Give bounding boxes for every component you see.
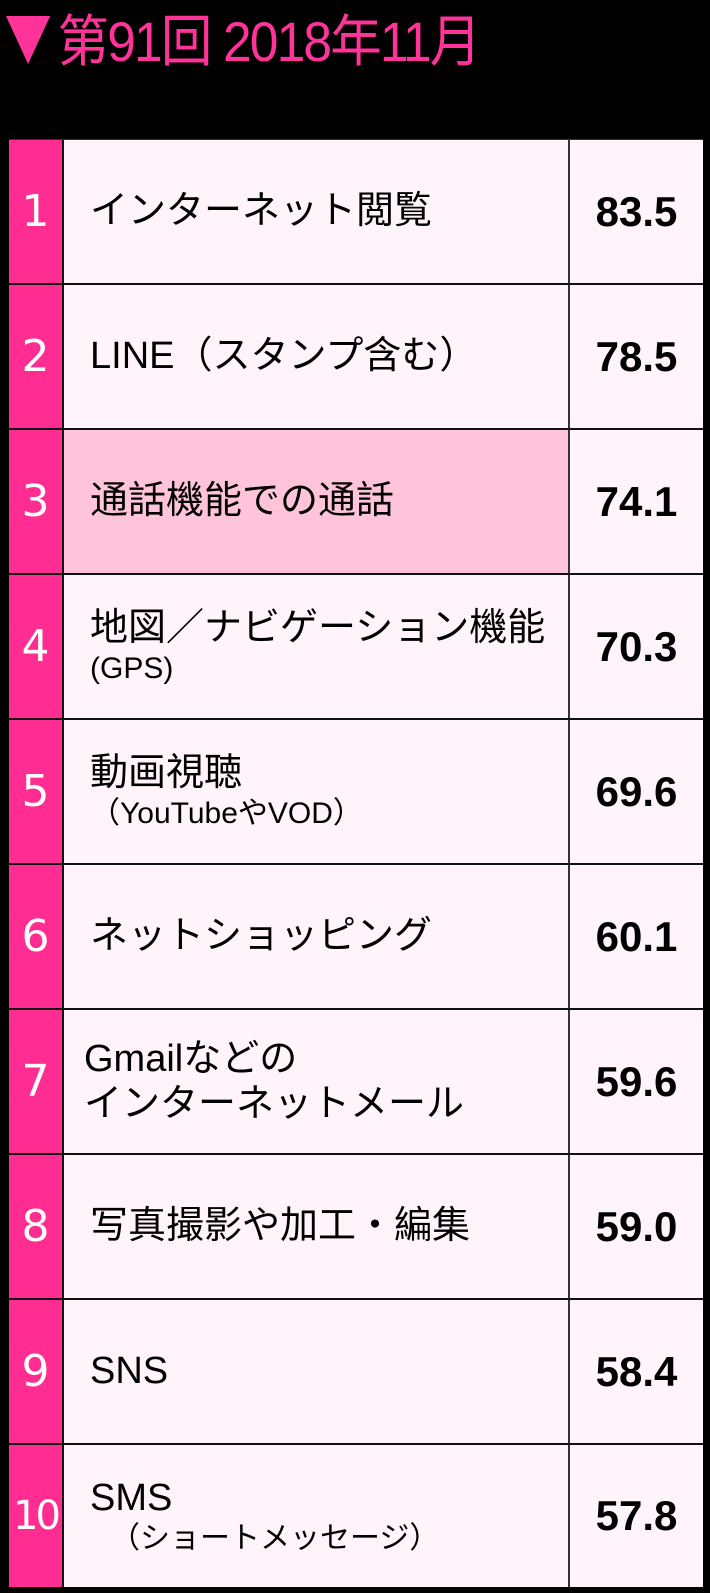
ranking-table: 1 インターネット閲覧 83.5 2 LINE（スタンプ含む） 78.5 3 通… xyxy=(9,139,703,1587)
table-row: 9 SNS 58.4 xyxy=(9,1300,703,1445)
label-cell: Gmailなどの インターネットメール xyxy=(64,1010,570,1153)
value-cell: 83.5 xyxy=(570,140,703,283)
label-text: インターネット閲覧 xyxy=(90,190,433,233)
table-row: 10 SMS （ショートメッセージ） 57.8 xyxy=(9,1445,703,1587)
label-cell: インターネット閲覧 xyxy=(64,140,570,283)
label-cell: ネットショッピング xyxy=(64,865,570,1008)
table-row: 3 通話機能での通話 74.1 xyxy=(9,430,703,575)
table-row: 2 LINE（スタンプ含む） 78.5 xyxy=(9,285,703,430)
value-cell: 60.1 xyxy=(570,865,703,1008)
table-row: 5 動画視聴 （YouTubeやVOD） 69.6 xyxy=(9,720,703,865)
page-title: 第91回 2018年11月 xyxy=(6,2,481,73)
value-cell: 59.0 xyxy=(570,1155,703,1298)
label-text: Gmailなどの xyxy=(84,1037,298,1080)
value-cell: 59.6 xyxy=(570,1010,703,1153)
label-text: SMS xyxy=(90,1476,173,1519)
label-text: 地図／ナビゲーション機能 xyxy=(90,607,546,650)
table-row: 7 Gmailなどの インターネットメール 59.6 xyxy=(9,1010,703,1155)
value-cell: 58.4 xyxy=(570,1300,703,1443)
label-subtext: （YouTubeやVOD） xyxy=(90,797,363,831)
label-text: SNS xyxy=(90,1350,169,1393)
value-cell: 74.1 xyxy=(570,430,703,573)
table-row: 6 ネットショッピング 60.1 xyxy=(9,865,703,1010)
table-row: 1 インターネット閲覧 83.5 xyxy=(9,140,703,285)
rank-cell: 4 xyxy=(9,575,64,718)
rank-cell: 2 xyxy=(9,285,64,428)
label-cell: 地図／ナビゲーション機能 (GPS) xyxy=(64,575,570,718)
title-text: 第91回 2018年11月 xyxy=(57,9,482,73)
value-cell: 78.5 xyxy=(570,285,703,428)
rank-cell: 7 xyxy=(9,1010,64,1153)
label-text: 通話機能での通話 xyxy=(90,480,395,523)
label-text: LINE（スタンプ含む） xyxy=(90,335,478,378)
rank-cell: 10 xyxy=(9,1445,64,1587)
value-cell: 57.8 xyxy=(570,1445,703,1587)
table-row: 4 地図／ナビゲーション機能 (GPS) 70.3 xyxy=(9,575,703,720)
label-text-line2: インターネットメール xyxy=(84,1082,465,1125)
rank-cell: 1 xyxy=(9,140,64,283)
label-cell: SMS （ショートメッセージ） xyxy=(64,1445,570,1587)
rank-cell: 3 xyxy=(9,430,64,573)
rank-cell: 8 xyxy=(9,1155,64,1298)
label-cell: SNS xyxy=(64,1300,570,1443)
label-subtext: (GPS) xyxy=(90,652,174,686)
label-cell: 動画視聴 （YouTubeやVOD） xyxy=(64,720,570,863)
rank-cell: 5 xyxy=(9,720,64,863)
label-text: 写真撮影や加工・編集 xyxy=(90,1205,471,1248)
label-subtext: （ショートメッセージ） xyxy=(110,1521,440,1555)
rank-cell: 9 xyxy=(9,1300,64,1443)
label-cell: 写真撮影や加工・編集 xyxy=(64,1155,570,1298)
label-text: ネットショッピング xyxy=(90,915,433,958)
value-cell: 69.6 xyxy=(570,720,703,863)
value-cell: 70.3 xyxy=(570,575,703,718)
rank-cell: 6 xyxy=(9,865,64,1008)
down-triangle-icon xyxy=(6,16,51,64)
label-text: 動画視聴 xyxy=(90,752,243,795)
label-cell-highlighted: 通話機能での通話 xyxy=(64,430,570,573)
table-row: 8 写真撮影や加工・編集 59.0 xyxy=(9,1155,703,1300)
label-cell: LINE（スタンプ含む） xyxy=(64,285,570,428)
